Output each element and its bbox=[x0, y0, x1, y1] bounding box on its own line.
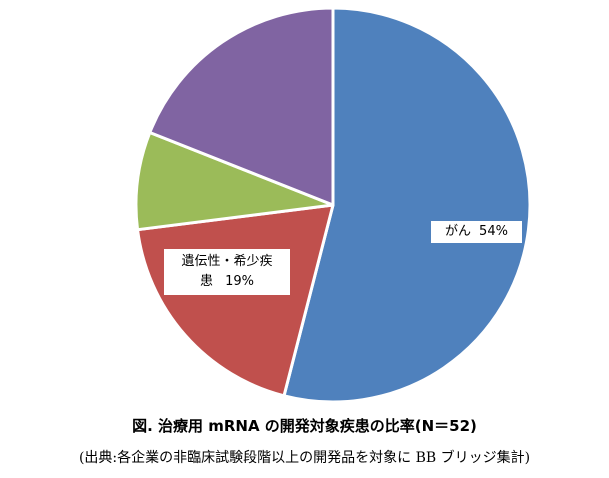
slice-label-genetic-rare: 遺伝性・希少疾 患 19% bbox=[164, 249, 290, 295]
slice-label-gan-name: がん bbox=[445, 224, 472, 239]
slice-label-genetic-rare-line2: 患 19% bbox=[164, 272, 290, 292]
figure-title: 図. 治療用 mRNA の開発対象疾患の比率(N＝52) bbox=[132, 417, 477, 435]
figure-source: (出典:各企業の非臨床試験段階以上の開発品を対象に BB ブリッジ集計) bbox=[78, 450, 531, 466]
pie-slice-3 bbox=[134, 130, 335, 232]
pie-slice-4 bbox=[148, 6, 335, 207]
slice-label-gan: がん 54% bbox=[431, 221, 522, 243]
slice-label-genetic-rare-line1: 遺伝性・希少疾 bbox=[181, 254, 273, 269]
pie-chart bbox=[134, 6, 532, 404]
slice-label-genetic-rare-line2-name: 患 bbox=[199, 274, 213, 289]
slice-label-gan-value: 54% bbox=[479, 224, 508, 239]
slice-label-genetic-rare-value: 19% bbox=[225, 274, 255, 289]
pie-slice-1 bbox=[282, 6, 532, 404]
